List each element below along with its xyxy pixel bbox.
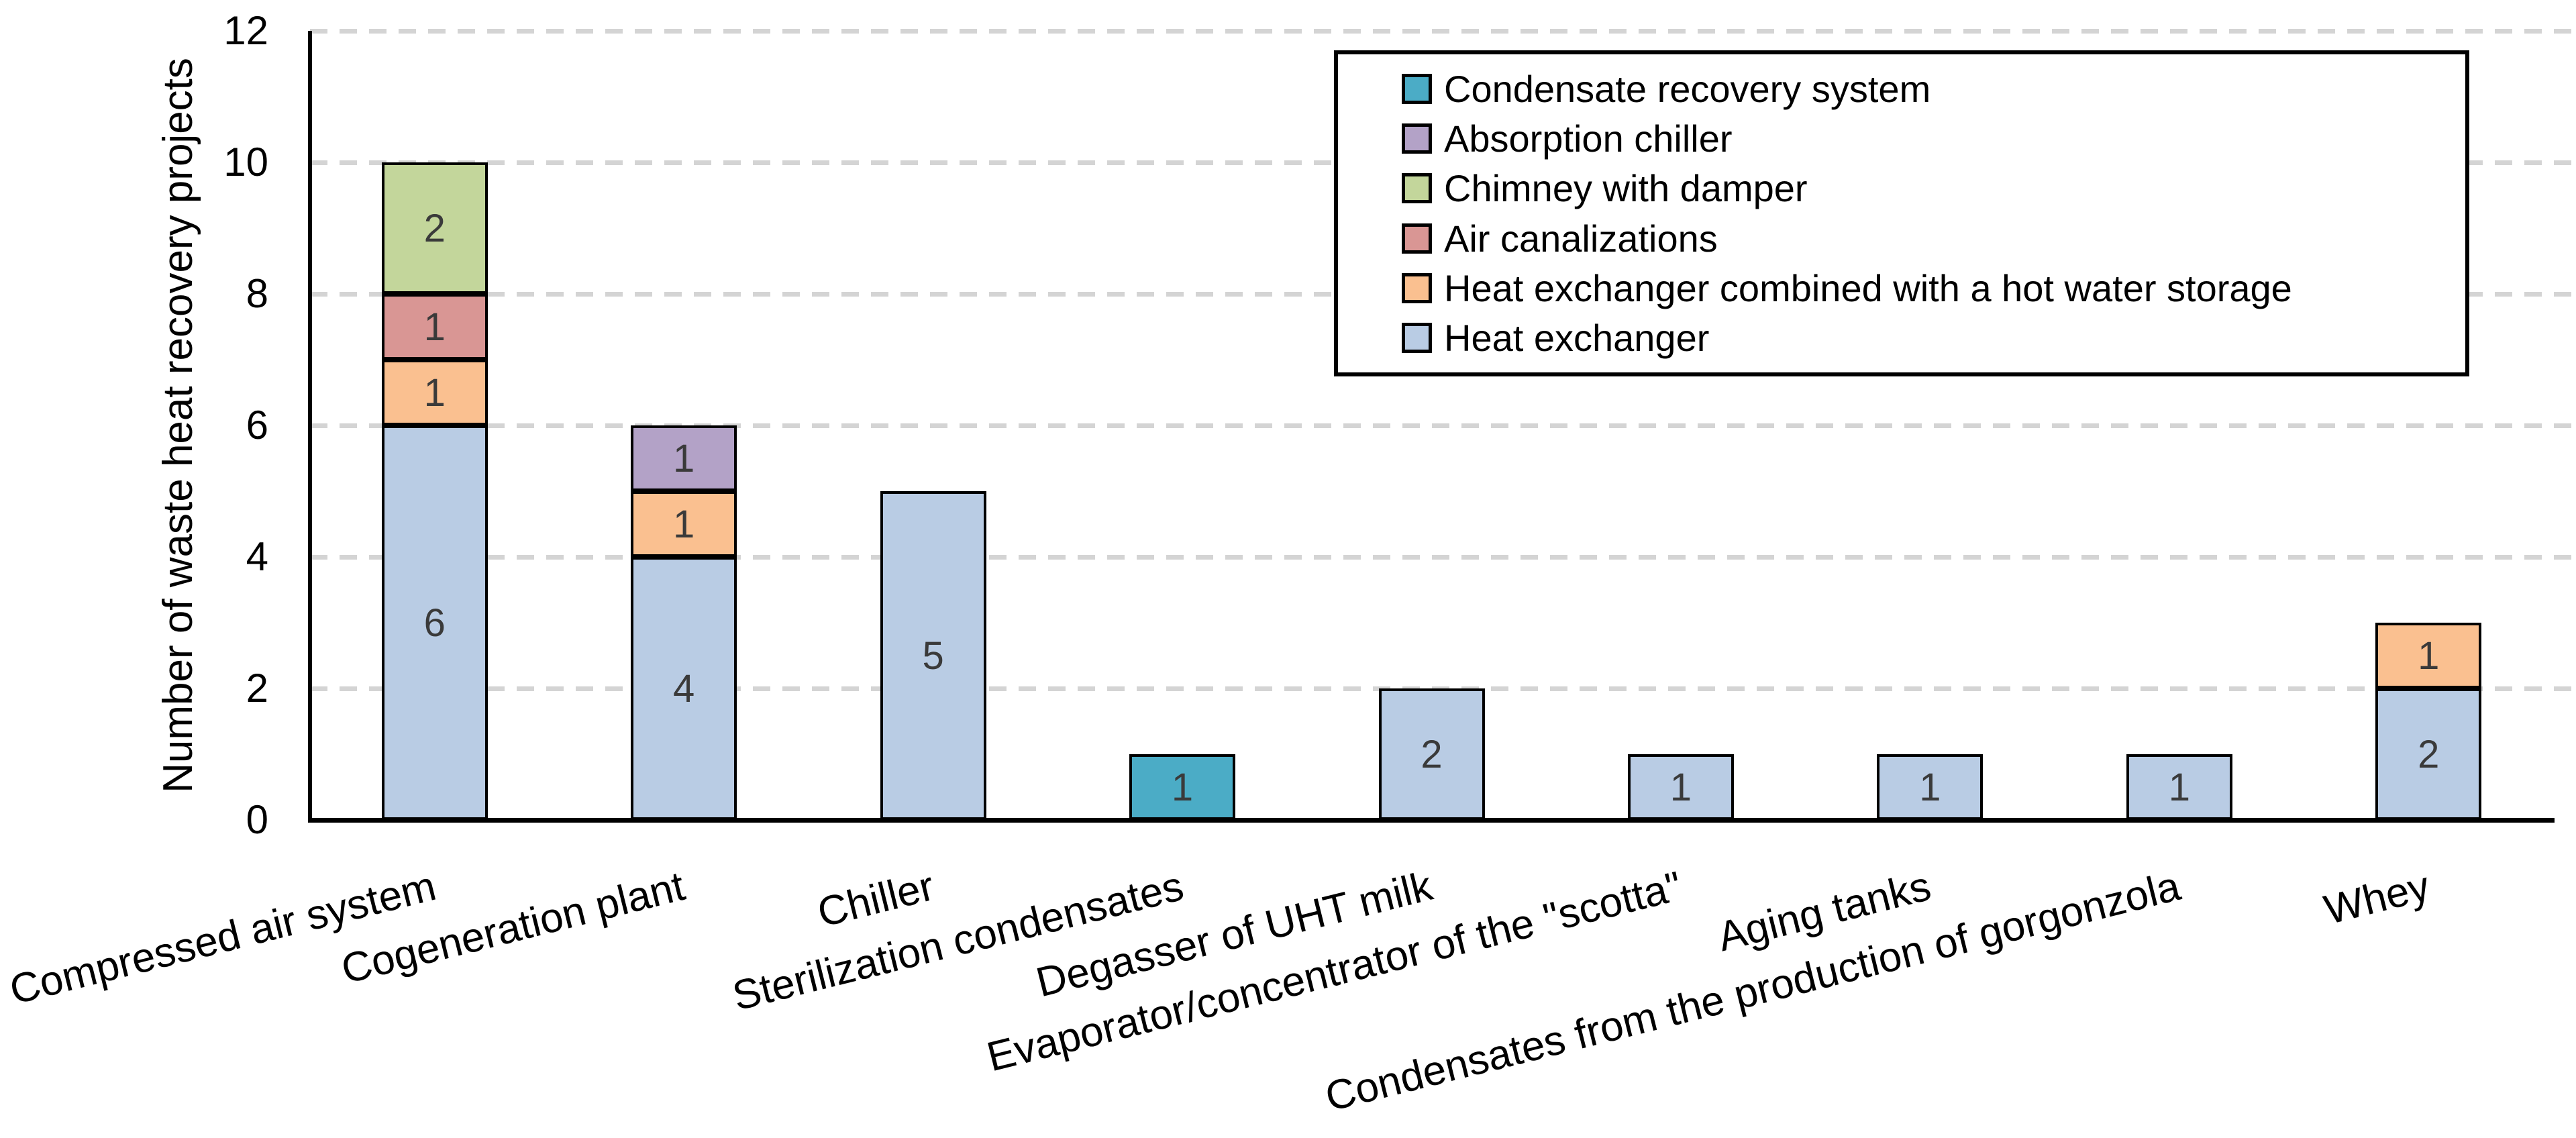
data-label: 1 xyxy=(423,370,446,415)
data-label: 2 xyxy=(1421,732,1443,776)
bar-segment: 6 xyxy=(381,425,488,820)
bar-segment: 1 xyxy=(2375,623,2482,688)
gridline-y6 xyxy=(310,423,2571,428)
bar-segment: 1 xyxy=(631,425,737,491)
y-axis-line xyxy=(308,31,312,823)
legend-box: Condensate recovery system Absorption chi… xyxy=(1334,50,2469,376)
bar-segment: 1 xyxy=(381,360,488,425)
data-label: 1 xyxy=(1919,765,1941,809)
y-tick-label: 4 xyxy=(246,534,268,579)
legend-label: Condensate recovery system xyxy=(1444,67,1931,110)
data-label: 1 xyxy=(673,436,695,480)
data-label: 1 xyxy=(2168,765,2190,809)
data-label: 2 xyxy=(2418,732,2440,776)
data-label: 1 xyxy=(673,502,695,546)
legend-swatch xyxy=(1402,173,1432,204)
data-label: 2 xyxy=(423,206,446,250)
legend-swatch xyxy=(1402,73,1432,104)
y-tick-label: 12 xyxy=(223,8,268,53)
bar-segment: 1 xyxy=(1129,754,1236,820)
bar-segment: 1 xyxy=(1627,754,1734,820)
bar-segment: 2 xyxy=(1378,688,1485,820)
bar-segment: 1 xyxy=(381,294,488,360)
gridline-y4 xyxy=(310,555,2571,560)
legend-label: Absorption chiller xyxy=(1444,117,1733,160)
category-label: Whey xyxy=(2320,863,2434,934)
gridline-y12 xyxy=(310,29,2571,34)
bar-segment: 4 xyxy=(631,557,737,820)
data-label: 1 xyxy=(2418,633,2440,678)
y-axis-title: Number of waste heat recovery projects xyxy=(155,58,201,793)
legend-label: Heat exchanger combined with a hot water… xyxy=(1444,266,2292,309)
legend-swatch xyxy=(1402,323,1432,354)
category-label: Condensates from the production of gorgo… xyxy=(1321,863,2185,1121)
y-tick-label: 10 xyxy=(223,140,268,185)
bar-segment: 1 xyxy=(1877,754,1983,820)
legend-label: Heat exchanger xyxy=(1444,317,1710,360)
legend-swatch xyxy=(1402,272,1432,303)
data-label: 1 xyxy=(1171,765,1194,809)
bar-segment: 5 xyxy=(880,491,986,820)
data-label: 4 xyxy=(673,666,695,711)
legend-item: Chimney with damper xyxy=(1402,166,2452,210)
x-axis-line xyxy=(308,818,2555,823)
y-tick-label: 6 xyxy=(246,403,268,448)
legend-item: Absorption chiller xyxy=(1402,117,2452,160)
y-tick-label: 2 xyxy=(246,666,268,711)
y-tick-label: 8 xyxy=(246,271,268,316)
bar-segment: 2 xyxy=(381,162,488,294)
bar-segment: 1 xyxy=(2126,754,2232,820)
data-label: 1 xyxy=(423,305,446,349)
data-label: 5 xyxy=(922,633,944,678)
legend-label: Air canalizations xyxy=(1444,217,1718,260)
data-label: 1 xyxy=(1669,765,1692,809)
legend-swatch xyxy=(1402,123,1432,154)
bar-segment: 2 xyxy=(2375,688,2482,820)
legend-item: Heat exchanger combined with a hot water… xyxy=(1402,266,2452,310)
legend-item: Heat exchanger xyxy=(1402,316,2452,360)
legend-item: Air canalizations xyxy=(1402,217,2452,260)
legend-item: Condensate recovery system xyxy=(1402,67,2452,111)
data-label: 6 xyxy=(423,601,446,645)
bar-segment: 1 xyxy=(631,491,737,557)
legend-label: Chimney with damper xyxy=(1444,167,1808,210)
legend-swatch xyxy=(1402,223,1432,254)
y-tick-label: 0 xyxy=(246,797,268,842)
